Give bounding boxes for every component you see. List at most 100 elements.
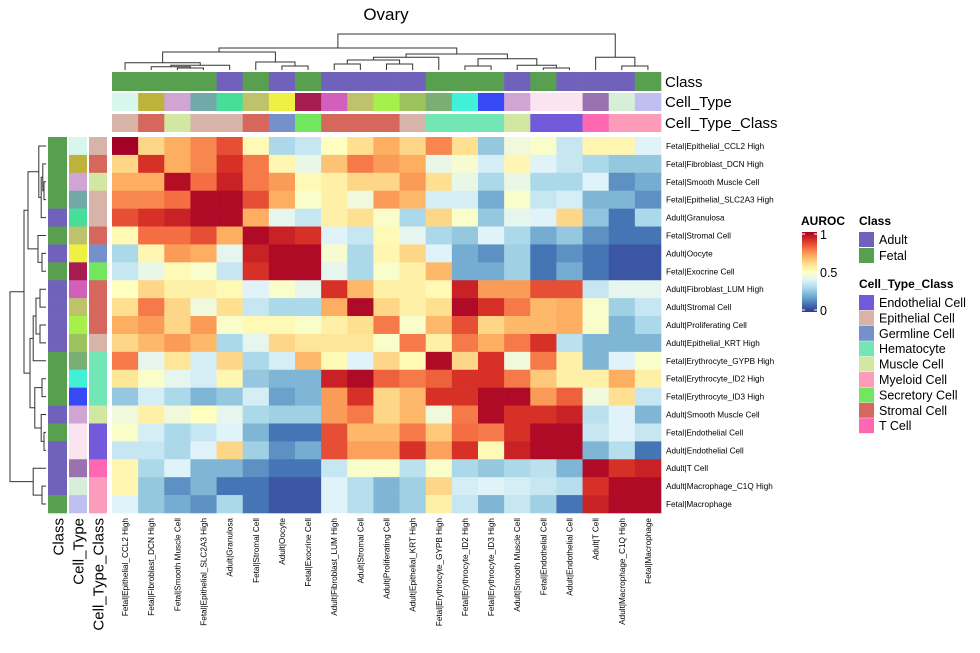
heatmap-cell	[347, 405, 374, 424]
heatmap-cell	[530, 226, 557, 245]
cell-type-class-annotation-cell	[112, 113, 139, 132]
legend-swatch	[859, 248, 874, 263]
cell-type-class-annotation-cell	[504, 113, 531, 132]
heatmap-cell	[321, 280, 348, 299]
heatmap-cell	[242, 423, 270, 442]
cell-type-class-annotation-cell	[451, 113, 479, 132]
class-annotation-cell	[48, 172, 67, 192]
heatmap-cell	[478, 244, 505, 263]
heatmap-cell	[295, 226, 322, 245]
cell-type-class-annotation-cell	[88, 459, 107, 478]
class-annotation-cell	[268, 72, 296, 91]
dendrogram-branch	[595, 56, 636, 70]
heatmap-cell	[582, 369, 610, 388]
dendrogram-branch	[34, 387, 42, 429]
heatmap-cell	[321, 137, 348, 156]
cell-type-annotation-cell	[399, 92, 427, 111]
dendrogram-branch	[38, 145, 46, 198]
heatmap-cell	[321, 226, 348, 245]
dendrogram-branch	[176, 67, 204, 70]
heatmap-cell	[112, 477, 139, 496]
heatmap-cell	[556, 441, 583, 460]
dendrogram-branch	[27, 171, 39, 250]
heatmap-cell	[530, 190, 557, 209]
row-label: Adult|Epithelial_KRT High	[666, 339, 760, 348]
heatmap-cell	[242, 387, 270, 406]
heatmap-cell	[478, 387, 505, 406]
heatmap-cell	[138, 208, 165, 227]
heatmap-cell	[634, 298, 662, 317]
heatmap-cell	[634, 459, 662, 478]
legend-swatch	[859, 372, 874, 387]
heatmap-cell	[556, 226, 583, 245]
heatmap-cell	[164, 423, 191, 442]
heatmap-cell	[399, 208, 427, 227]
heatmap-cell	[216, 262, 244, 281]
heatmap-cell	[190, 333, 217, 353]
heatmap-cell	[582, 387, 610, 406]
heatmap-cell	[451, 369, 479, 388]
annotation-label-left: Cell_Type_Class	[91, 518, 108, 631]
heatmap-cell	[268, 298, 296, 317]
cell-type-class-annotation-cell	[138, 113, 165, 132]
colorbar-tick-0.5: 0.5	[820, 266, 837, 280]
cell-type-annotation-cell	[478, 92, 505, 111]
heatmap-cell	[321, 208, 348, 227]
class-annotation-cell	[48, 137, 67, 156]
legend-label: Adult	[879, 233, 908, 247]
chart-title: Ovary	[363, 5, 409, 24]
heatmap-cell	[112, 280, 139, 299]
cell-type-annotation-cell	[68, 262, 87, 281]
heatmap-cell	[425, 137, 453, 156]
heatmap-cell	[451, 226, 479, 245]
cell-type-annotation-cell	[68, 387, 87, 406]
heatmap-cell	[216, 172, 244, 192]
heatmap-cell	[268, 369, 296, 388]
heatmap-cell	[295, 477, 322, 496]
heatmap-cell	[399, 154, 427, 174]
class-annotation-cell	[48, 477, 67, 496]
column-label: Fetal|Erythrocyte_GYPB High	[435, 518, 444, 627]
cell-type-class-annotation-cell	[556, 113, 583, 132]
class-annotation-cell	[425, 72, 453, 91]
class-legend-title: Class	[859, 214, 891, 228]
heatmap-cell	[556, 459, 583, 478]
cell-type-annotation-cell	[68, 298, 87, 317]
heatmap-cell	[582, 226, 610, 245]
class-annotation-cell	[373, 72, 400, 91]
heatmap-cell	[164, 244, 191, 263]
dendrogram-branch	[464, 65, 492, 70]
class-annotation-cell	[164, 72, 191, 91]
heatmap-cell	[399, 262, 427, 281]
heatmap-cell	[295, 387, 322, 406]
heatmap-cell	[608, 154, 636, 174]
heatmap-cell	[321, 495, 348, 514]
class-annotation-cell	[451, 72, 479, 91]
heatmap-cell	[451, 262, 479, 281]
heatmap-cell	[138, 369, 165, 388]
heatmap-cell	[242, 172, 270, 192]
heatmap-cell	[138, 190, 165, 209]
row-label: Adult|Stromal Cell	[666, 303, 732, 312]
column-label: Fetal|Smooth Muscle Cell	[173, 518, 182, 611]
cell-type-annotation-cell	[68, 190, 87, 209]
heatmap-cell	[138, 441, 165, 460]
heatmap-cell	[582, 244, 610, 263]
legend: AUROC 1 0.5 0 Class Adult Fetal Cell_Type…	[801, 214, 966, 434]
heatmap-cell	[347, 459, 374, 478]
dendrogram-branch	[542, 67, 570, 70]
heatmap-cell	[530, 172, 557, 192]
class-annotation-cell	[242, 72, 270, 91]
heatmap-cell	[216, 244, 244, 263]
heatmap-cell	[608, 441, 636, 460]
heatmap-cell	[321, 423, 348, 442]
heatmap-cell	[347, 387, 374, 406]
heatmap-cell	[112, 459, 139, 478]
heatmap-cell	[321, 154, 348, 174]
heatmap-cell	[478, 441, 505, 460]
cell-type-class-annotation-cell	[582, 113, 610, 132]
dendrogram-branch	[35, 297, 40, 335]
heatmap-cell	[634, 333, 662, 353]
heatmap-cell	[295, 208, 322, 227]
heatmap-cell	[268, 280, 296, 299]
